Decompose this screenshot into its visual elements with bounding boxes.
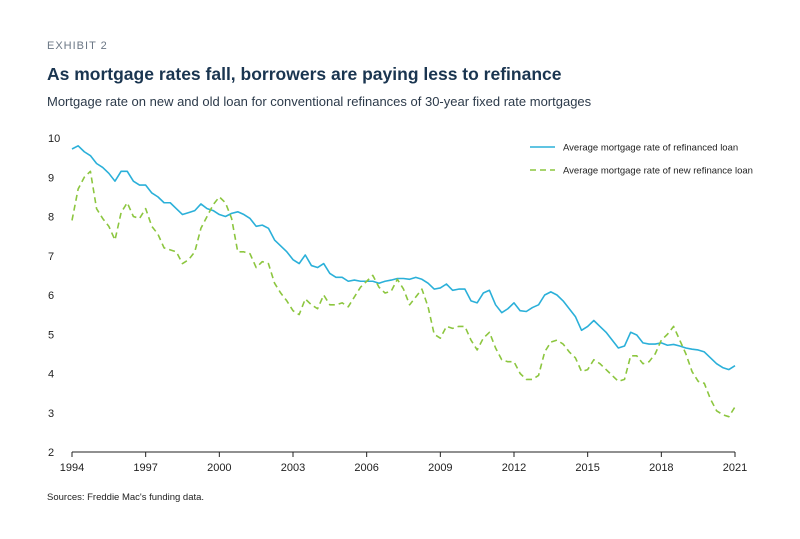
chart-axes: 1994 1997 2000 2003 2006 2009 2012 2015 2018 2021… bbox=[48, 133, 747, 474]
x-tick-label: 2015 bbox=[575, 462, 599, 474]
x-tick-label: 1997 bbox=[133, 462, 157, 474]
x-tick-label: 2018 bbox=[649, 462, 673, 474]
y-tick-label: 7 bbox=[48, 251, 54, 263]
x-tick-label: 2009 bbox=[428, 462, 452, 474]
chart-subtitle: Mortgage rate on new and old loan for co… bbox=[47, 94, 592, 109]
y-tick-label: 2 bbox=[48, 447, 54, 459]
x-tick-label: 2021 bbox=[723, 462, 747, 474]
y-tick-label: 4 bbox=[48, 369, 54, 381]
y-tick-label: 6 bbox=[48, 290, 54, 302]
y-tick-label: 3 bbox=[48, 408, 54, 420]
x-tick-label: 1994 bbox=[60, 462, 84, 474]
y-tick-label: 10 bbox=[48, 133, 60, 145]
chart-legend: Average mortgage rate of refinanced loan… bbox=[530, 143, 753, 177]
series-line-new-refinance-loan bbox=[71, 170, 736, 418]
y-tick-label: 5 bbox=[48, 329, 54, 341]
y-tick-label: 9 bbox=[48, 172, 54, 184]
legend-label: Average mortgage rate of new refinance l… bbox=[563, 166, 753, 177]
series-line-refinanced-loan bbox=[71, 145, 736, 371]
source-note: Sources: Freddie Mac's funding data. bbox=[47, 492, 205, 503]
x-tick-label: 2003 bbox=[281, 462, 305, 474]
y-tick-label: 8 bbox=[48, 212, 54, 224]
x-tick-label: 2006 bbox=[354, 462, 378, 474]
x-tick-label: 2000 bbox=[207, 462, 231, 474]
x-tick-label: 2012 bbox=[502, 462, 526, 474]
chart-title: As mortgage rates fall, borrowers are pa… bbox=[47, 64, 562, 84]
chart-series bbox=[71, 145, 736, 418]
exhibit-label: EXHIBIT 2 bbox=[47, 40, 108, 52]
legend-label: Average mortgage rate of refinanced loan bbox=[563, 143, 738, 154]
